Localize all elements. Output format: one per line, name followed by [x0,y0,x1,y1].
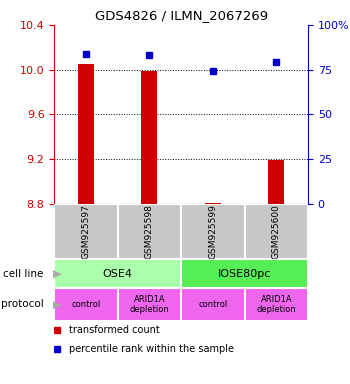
Text: IOSE80pc: IOSE80pc [218,268,271,279]
Text: control: control [71,300,100,309]
Text: ▶: ▶ [52,268,61,279]
Bar [141,71,158,204]
Bar [268,160,284,204]
Text: percentile rank within the sample: percentile rank within the sample [69,344,234,354]
Bar [78,64,94,204]
Title: GDS4826 / ILMN_2067269: GDS4826 / ILMN_2067269 [94,9,268,22]
Text: OSE4: OSE4 [103,268,133,279]
Text: GSM925599: GSM925599 [208,204,217,259]
Text: GSM925600: GSM925600 [272,204,281,259]
Text: GSM925597: GSM925597 [82,204,90,259]
Text: control: control [198,300,228,309]
Text: transformed count: transformed count [69,325,160,335]
Text: ARID1A
depletion: ARID1A depletion [257,295,296,314]
Text: ▶: ▶ [52,299,61,310]
Bar [205,203,221,204]
Text: GSM925598: GSM925598 [145,204,154,259]
Text: cell line: cell line [4,268,44,279]
Text: protocol: protocol [1,299,44,310]
Text: ARID1A
depletion: ARID1A depletion [130,295,169,314]
